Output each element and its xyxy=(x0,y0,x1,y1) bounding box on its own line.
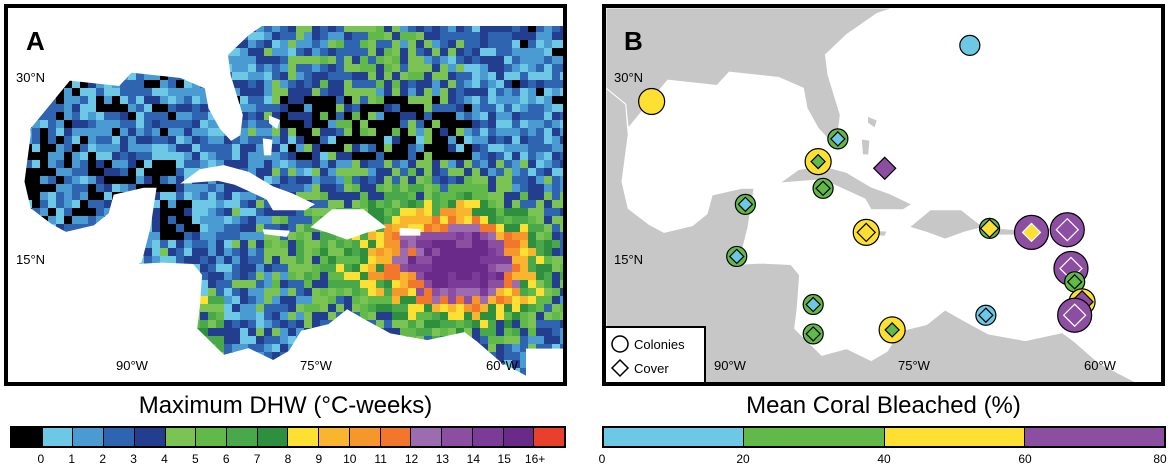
dhw-colorbar-segment xyxy=(411,428,443,446)
site-cover-marker xyxy=(979,218,1000,239)
dhw-colorbar-segment xyxy=(196,428,228,446)
bleaching-colorbar-segment xyxy=(1024,428,1164,446)
site-cover-marker xyxy=(856,222,877,243)
dhw-colorbar-tick: 10 xyxy=(343,452,357,466)
dhw-colorbar-segment xyxy=(442,428,473,446)
lon-label-75w: 75°W xyxy=(300,358,332,373)
site-cover-marker xyxy=(884,322,900,338)
site-cover-marker xyxy=(1066,273,1083,290)
dhw-colorbar-segment xyxy=(534,428,564,446)
panel-a-label: A xyxy=(26,26,45,56)
dhw-colorbar-segment xyxy=(42,428,74,446)
lat-label-30n-b: 30°N xyxy=(614,70,644,85)
lon-label-60w-b: 60°W xyxy=(1084,358,1116,373)
map-legend: Colonies Cover xyxy=(606,326,706,382)
dhw-heatmap xyxy=(8,8,563,382)
dhw-colorbar-tick: 4 xyxy=(161,452,168,466)
bleaching-colorbar xyxy=(602,426,1166,448)
dhw-colorbar-segment xyxy=(104,428,135,446)
site-cover-marker xyxy=(815,180,831,197)
dhw-colorbar-tick: 11 xyxy=(374,452,387,466)
site-cover-marker xyxy=(872,156,897,181)
dhw-colorbar-tick: 12 xyxy=(404,452,419,466)
site-cover-marker xyxy=(728,248,745,265)
dhw-colorbar-tick: 7 xyxy=(253,452,261,466)
site-cover-marker xyxy=(1021,222,1042,243)
bleaching-map-panel: B 30°N 15°N 90°W 75°W 60°W Colonies Cove… xyxy=(602,4,1165,386)
lon-label-90w: 90°W xyxy=(116,358,148,373)
dhw-colorbar-segment xyxy=(165,428,197,446)
bleaching-colorbar-tick: 0 xyxy=(598,452,606,466)
dhw-colorbar-tick: 1 xyxy=(68,452,76,466)
dhw-colorbar-tick: 14 xyxy=(466,452,481,466)
site-cover-marker xyxy=(1055,217,1080,242)
bleaching-colorbar-segment xyxy=(744,428,885,446)
dhw-colorbar-segment xyxy=(319,428,350,446)
lat-label-15n: 15°N xyxy=(16,252,46,267)
site-cover-marker xyxy=(737,196,754,213)
land-mask xyxy=(8,8,563,382)
site-cover-marker xyxy=(810,153,826,170)
dhw-colorbar-segment xyxy=(134,428,166,446)
dhw-colorbar-tick: 16+ xyxy=(524,452,546,466)
lon-label-75w-b: 75°W xyxy=(898,358,930,373)
bleaching-site-map xyxy=(606,8,1161,382)
dhw-colorbar-tick: 2 xyxy=(99,452,106,466)
colorbar-a-title: Maximum DHW (°C-weeks) xyxy=(138,392,433,419)
dhw-colorbar-tick: 15 xyxy=(497,452,511,466)
legend-colonies: Colonies xyxy=(610,333,685,355)
lon-label-90w-b: 90°W xyxy=(714,358,746,373)
dhw-colorbar-tick: 5 xyxy=(191,452,199,466)
dhw-colorbar-segment xyxy=(288,428,320,446)
dhw-colorbar-tick: 9 xyxy=(315,452,323,466)
dhw-colorbar-segment xyxy=(257,428,289,446)
legend-cover-label: Cover xyxy=(634,360,669,376)
sites xyxy=(638,34,1096,345)
lat-label-15n-b: 15°N xyxy=(614,252,644,267)
bleaching-colorbar-segment xyxy=(884,428,1025,446)
dhw-colorbar-tick: 8 xyxy=(284,452,292,466)
dhw-colorbar-segment xyxy=(380,428,412,446)
bleaching-colorbar-segment xyxy=(604,428,745,446)
land xyxy=(606,8,1137,382)
dhw-colorbar xyxy=(10,426,566,448)
dhw-map-panel: A 30°N 15°N 90°W 75°W 60°W xyxy=(4,4,567,386)
lon-label-60w: 60°W xyxy=(486,358,518,373)
dhw-colorbar-tick: 3 xyxy=(130,452,137,466)
dhw-colorbar-segment xyxy=(73,428,105,446)
bleaching-colorbar-tick: 80 xyxy=(1153,452,1167,466)
legend-colonies-label: Colonies xyxy=(634,336,685,352)
dhw-colorbar-tick: 6 xyxy=(222,452,230,466)
diamond-icon xyxy=(610,358,630,378)
bleaching-colorbar-tick: 20 xyxy=(736,452,750,466)
dhw-colorbar-tick: 13 xyxy=(435,452,450,466)
dhw-colorbar-segment xyxy=(349,428,381,446)
dhw-colorbar-segment xyxy=(227,428,258,446)
site-cover-marker xyxy=(805,326,822,342)
colorbar-b-title: Mean Coral Bleached (%) xyxy=(746,392,1021,419)
legend-cover: Cover xyxy=(610,357,669,379)
lat-label-30n: 30°N xyxy=(16,70,46,85)
site-cover-marker xyxy=(978,307,994,324)
dhw-colorbar-tick: 0 xyxy=(37,452,45,466)
dhw-colorbar-segment xyxy=(472,428,504,446)
site-cover-marker xyxy=(1062,303,1087,328)
site-cover-marker xyxy=(805,296,822,313)
circle-icon xyxy=(611,335,629,353)
bleaching-colorbar-tick: 40 xyxy=(877,452,891,466)
dhw-colorbar-segment xyxy=(503,428,535,446)
site-colonies-marker xyxy=(959,34,981,57)
site-cover-marker xyxy=(830,131,846,147)
bleaching-colorbar-tick: 60 xyxy=(1018,452,1032,466)
site-colonies-marker xyxy=(638,87,666,116)
dhw-colorbar-segment xyxy=(12,428,43,446)
panel-b-label: B xyxy=(624,26,643,56)
